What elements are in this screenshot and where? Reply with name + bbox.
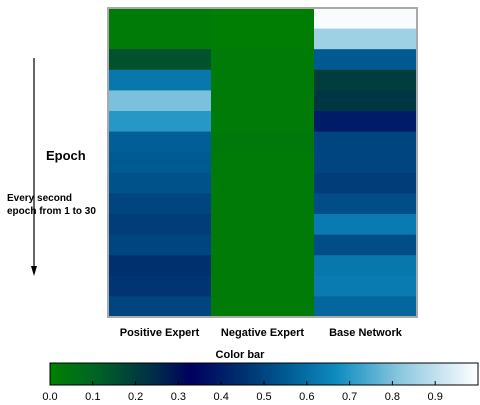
heatmap-cell — [314, 69, 418, 91]
heatmap-cell — [211, 49, 315, 71]
colorbar-tick-label: 0.1 — [85, 391, 100, 403]
heatmap-cell — [108, 296, 212, 318]
heatmap-frame — [107, 7, 418, 318]
heatmap-cell — [314, 152, 418, 174]
heatmap-cell — [314, 172, 418, 194]
heatmap-cell — [314, 296, 418, 318]
colorbar-title: Color bar — [216, 349, 266, 361]
y-side-note-line1: Every second — [7, 193, 72, 204]
heatmap-cell — [314, 90, 418, 112]
heatmap-cell — [211, 255, 315, 277]
heatmap-cell — [211, 152, 315, 174]
heatmap-cell — [108, 90, 212, 112]
heatmap-cell — [211, 69, 315, 91]
heatmap-cell — [211, 111, 315, 133]
heatmap-cell — [314, 111, 418, 133]
heatmap-cell — [314, 234, 418, 256]
heatmap-cell — [108, 152, 212, 174]
heatmap-cell — [108, 28, 212, 50]
heatmap-cell — [211, 296, 315, 318]
y-side-note-line2: epoch from 1 to 30 — [7, 206, 96, 217]
column-label: Positive Expert — [120, 327, 200, 339]
colorbar-tick-label: 0.5 — [256, 391, 271, 403]
column-label: Negative Expert — [221, 327, 304, 339]
colorbar-tick-label: 0.7 — [342, 391, 357, 403]
heatmap-cell — [314, 275, 418, 297]
heatmap-cell — [108, 275, 212, 297]
colorbar-ticks: 0.0 0.1 0.2 0.3 0.4 0.5 0.6 0.7 0.8 0.9 — [42, 381, 443, 403]
heatmap-cell — [108, 193, 212, 215]
heatmap-cell — [108, 111, 212, 133]
heatmap-cell — [314, 214, 418, 236]
heatmap-cell — [211, 90, 315, 112]
y-side-label: Epoch — [46, 148, 86, 163]
colorbar-tick-label: 0.3 — [171, 391, 186, 403]
heatmap-cell — [108, 69, 212, 91]
heatmap-cell — [211, 172, 315, 194]
heatmap-cell — [314, 28, 418, 50]
heatmap-cells — [108, 8, 418, 318]
colorbar-tick-label: 0.4 — [214, 391, 229, 403]
heatmap-cell — [108, 234, 212, 256]
heatmap-cell — [314, 8, 418, 30]
heatmap-cell — [211, 214, 315, 236]
heatmap-cell — [108, 214, 212, 236]
heatmap-cell — [211, 28, 315, 50]
column-label: Base Network — [329, 327, 403, 339]
heatmap-cell — [108, 49, 212, 71]
heatmap-cell — [211, 193, 315, 215]
colorbar-tick-label: 0.2 — [128, 391, 143, 403]
heatmap-cell — [211, 234, 315, 256]
colorbar-tick-label: 0.6 — [299, 391, 314, 403]
heatmap-cell — [211, 275, 315, 297]
colorbar-tick-label: 0.9 — [428, 391, 443, 403]
epoch-arrow-head — [31, 266, 37, 276]
heatmap-cell — [314, 131, 418, 153]
column-labels: Positive Expert Negative Expert Base Netwo… — [120, 327, 403, 339]
heatmap-cell — [314, 193, 418, 215]
heatmap-cell — [211, 8, 315, 30]
heatmap-cell — [211, 131, 315, 153]
heatmap-cell — [108, 131, 212, 153]
heatmap-cell — [108, 255, 212, 277]
heatmap-cell — [314, 49, 418, 71]
heatmap-cell — [108, 172, 212, 194]
colorbar-tick-label: 0.0 — [42, 391, 57, 403]
heatmap-cell — [314, 255, 418, 277]
heatmap-cell — [108, 8, 212, 30]
colorbar-tick-label: 0.8 — [385, 391, 400, 403]
